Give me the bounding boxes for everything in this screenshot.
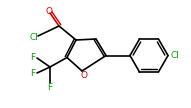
Text: F: F bbox=[30, 53, 36, 63]
Text: F: F bbox=[30, 68, 36, 78]
Text: F: F bbox=[47, 83, 53, 92]
Text: O: O bbox=[45, 7, 53, 17]
Text: Cl: Cl bbox=[171, 51, 179, 60]
Text: Cl: Cl bbox=[30, 33, 38, 41]
Text: O: O bbox=[80, 71, 87, 79]
